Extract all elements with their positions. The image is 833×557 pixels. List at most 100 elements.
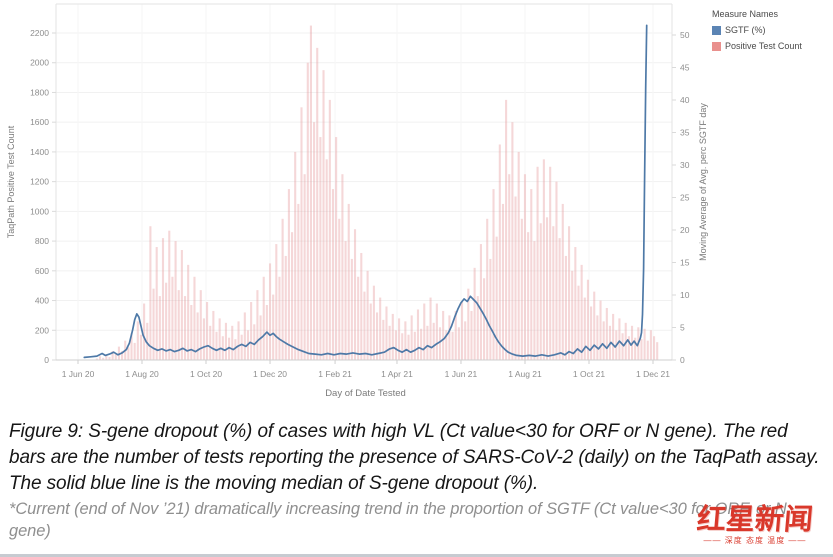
- bar: [564, 255, 567, 360]
- bar: [539, 223, 542, 360]
- bar: [416, 309, 420, 360]
- bar: [250, 302, 253, 360]
- bar: [429, 297, 432, 360]
- bar: [363, 291, 366, 360]
- y-right-axis-title: Moving Average of Avg. perc SGTF day: [698, 103, 708, 261]
- y-right-tick-label: 50: [680, 30, 690, 40]
- bar: [501, 203, 505, 360]
- bar: [505, 99, 508, 361]
- sgtf-swatch-icon: [712, 25, 721, 35]
- x-tick-label: 1 Dec 21: [636, 369, 670, 379]
- bar: [161, 238, 165, 360]
- x-tick-label: 1 Aug 20: [125, 369, 159, 379]
- bar: [523, 174, 527, 360]
- bar: [149, 226, 152, 360]
- bar: [127, 347, 130, 360]
- bar: [341, 174, 344, 360]
- x-tick-label: 1 Dec 20: [253, 369, 287, 379]
- bar: [372, 285, 375, 360]
- bar: [542, 159, 545, 360]
- x-tick-label: 1 Aug 21: [508, 369, 542, 379]
- bar: [300, 107, 303, 361]
- bar: [568, 226, 571, 360]
- bar: [143, 303, 146, 360]
- bar: [105, 354, 108, 360]
- bar: [344, 241, 347, 360]
- bar: [366, 270, 369, 360]
- bar: [401, 333, 404, 360]
- bar: [234, 339, 237, 360]
- bar: [190, 305, 193, 360]
- positive-test-count-swatch-icon: [712, 41, 721, 51]
- legend-item-label: Positive Test Count: [725, 41, 802, 51]
- bar: [243, 312, 246, 360]
- bar: [328, 99, 331, 361]
- bar: [473, 267, 476, 360]
- bar: [193, 276, 196, 360]
- combo-chart: 0200400600800100012001400160018002000220…: [6, 3, 708, 399]
- bar: [206, 302, 209, 360]
- bar: [549, 166, 552, 360]
- bar: [152, 288, 155, 360]
- bar: [479, 244, 482, 360]
- bar: [643, 328, 646, 360]
- bar: [240, 334, 243, 360]
- bar: [102, 357, 105, 360]
- y-left-tick-label: 2000: [30, 58, 49, 68]
- bar: [508, 174, 511, 360]
- bar: [634, 337, 637, 360]
- bar: [410, 315, 413, 360]
- bar: [187, 264, 190, 360]
- bar: [618, 318, 621, 360]
- bar: [649, 330, 652, 360]
- bar: [577, 285, 580, 360]
- bar: [457, 327, 460, 360]
- bar: [278, 276, 281, 360]
- bar: [514, 196, 517, 360]
- bar: [517, 151, 520, 360]
- bar: [353, 229, 357, 360]
- bar: [580, 264, 583, 360]
- bar: [268, 263, 272, 360]
- bar: [180, 250, 183, 360]
- bar: [98, 356, 102, 360]
- y-right-tick-label: 0: [680, 355, 685, 365]
- bar: [533, 241, 536, 360]
- bar: [627, 336, 630, 360]
- bar: [602, 321, 605, 360]
- bar: [177, 290, 180, 360]
- y-left-tick-label: 800: [35, 236, 49, 246]
- bar: [117, 346, 120, 360]
- axis-titles: TaqPath Positive Test Count Moving Averag…: [6, 103, 708, 399]
- y-left-tick-label: 2200: [30, 28, 49, 38]
- bar: [545, 217, 549, 360]
- bar: [574, 247, 577, 360]
- y-left-tick-label: 0: [44, 355, 49, 365]
- bar: [335, 137, 338, 360]
- bar: [423, 303, 426, 360]
- bar: [426, 325, 429, 360]
- bar: [571, 270, 574, 360]
- bar: [133, 342, 136, 360]
- bar: [382, 319, 385, 360]
- bar: [413, 331, 416, 360]
- bar: [391, 313, 394, 360]
- bar: [652, 336, 656, 360]
- bar: [212, 310, 215, 360]
- bar: [385, 306, 388, 360]
- bar: [454, 310, 457, 360]
- bar: [231, 325, 234, 360]
- bar: [218, 318, 221, 360]
- gridlines: [56, 4, 672, 360]
- x-tick-label: 1 Apr 21: [381, 369, 413, 379]
- bar: [294, 151, 297, 360]
- bar: [306, 62, 309, 361]
- y-left-tick-label: 1800: [30, 87, 49, 97]
- bar: [379, 297, 382, 360]
- bar: [316, 47, 319, 360]
- bar: [262, 276, 265, 360]
- bar: [196, 312, 199, 360]
- bar: [590, 306, 593, 360]
- bar: [404, 321, 407, 360]
- x-tick-label: 1 Feb 21: [318, 369, 352, 379]
